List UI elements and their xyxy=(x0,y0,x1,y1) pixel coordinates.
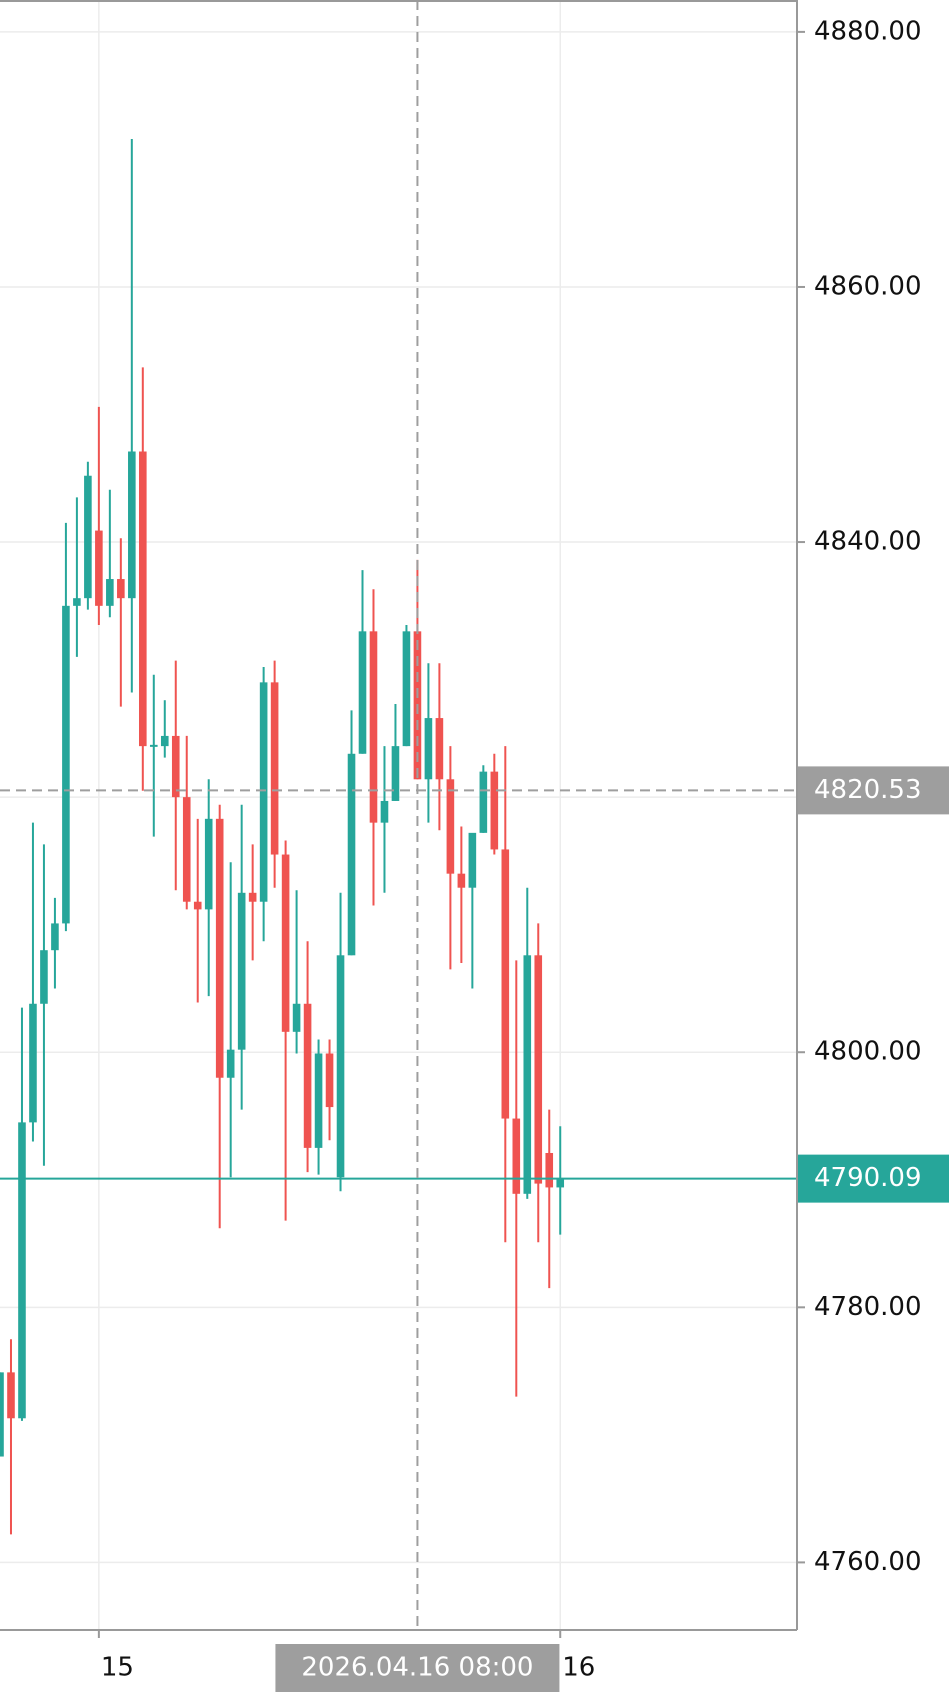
candle-body xyxy=(84,475,92,599)
candle-body xyxy=(556,1178,565,1188)
candle-body xyxy=(171,735,180,798)
last-price-label: 4790.09 xyxy=(814,1163,922,1193)
y-tick-label: 4760.00 xyxy=(814,1547,922,1577)
candle-body xyxy=(347,753,356,956)
candle-body xyxy=(424,718,433,780)
candle-body xyxy=(391,746,400,801)
candle-body xyxy=(325,1053,334,1108)
candle-body xyxy=(303,1003,312,1148)
x-tick-label: 16 xyxy=(562,1653,595,1683)
candle-body xyxy=(204,818,213,910)
candle-body xyxy=(435,718,444,780)
candle-body xyxy=(534,955,543,1184)
candle-body xyxy=(40,950,48,1004)
candle-body xyxy=(160,735,169,747)
candle-body xyxy=(402,631,411,747)
candle-body xyxy=(117,579,125,599)
candle-body xyxy=(7,1372,15,1419)
y-tick-label: 4860.00 xyxy=(814,271,922,301)
candle-body xyxy=(468,832,477,888)
candle-body xyxy=(0,1372,4,1457)
y-tick-label: 4780.00 xyxy=(814,1292,922,1322)
candle-body xyxy=(501,849,510,1119)
candle-body xyxy=(62,605,70,924)
candle-body xyxy=(215,818,224,1078)
crosshair-y-label: 4820.53 xyxy=(814,775,922,805)
candle-body xyxy=(73,598,81,606)
candle-body xyxy=(479,771,488,833)
candle-body xyxy=(95,530,103,606)
y-tick-label: 4840.00 xyxy=(814,527,922,557)
y-tick-label: 4880.00 xyxy=(814,16,922,46)
candle-body xyxy=(182,797,191,902)
candle-body xyxy=(523,955,532,1194)
candle-body xyxy=(336,955,345,1178)
candle-body xyxy=(380,800,389,823)
crosshair-x-tag xyxy=(275,1644,560,1692)
candle-body xyxy=(545,1152,554,1188)
candle-body xyxy=(259,682,268,902)
candle-body xyxy=(490,771,499,850)
candle-body xyxy=(446,779,455,874)
candle-body xyxy=(314,1053,323,1148)
last-price-tag xyxy=(797,1154,949,1203)
crosshair-y-tag xyxy=(797,766,949,815)
candle-body xyxy=(270,682,279,855)
candle-body xyxy=(226,1049,235,1078)
candle-body xyxy=(281,854,290,1032)
candle-body xyxy=(128,451,136,599)
candle-body xyxy=(51,923,59,951)
candle-body xyxy=(106,579,114,606)
candle-body xyxy=(292,1003,301,1032)
candle-body xyxy=(139,451,147,747)
candle-body xyxy=(512,1118,521,1194)
x-tick-label: 15 xyxy=(101,1653,134,1683)
candle-body xyxy=(237,892,246,1050)
candle-body xyxy=(248,892,257,902)
crosshair-x-label: 2026.04.16 08:00 xyxy=(301,1653,533,1683)
candle-body xyxy=(193,901,202,910)
candle-body xyxy=(369,631,378,823)
candle-body xyxy=(358,631,367,754)
candle-body xyxy=(457,873,466,888)
candle-body xyxy=(18,1122,26,1419)
y-tick-label: 4800.00 xyxy=(814,1037,922,1067)
candle-body xyxy=(29,1003,37,1123)
candle-body xyxy=(149,744,158,747)
